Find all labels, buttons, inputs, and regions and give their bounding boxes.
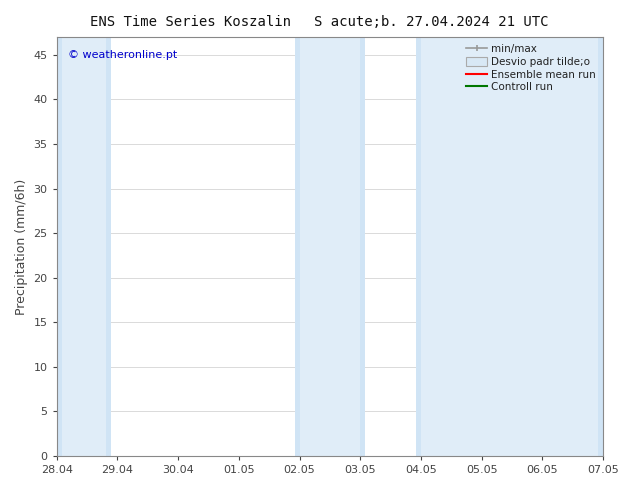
Bar xyxy=(61,37,107,456)
Bar xyxy=(421,37,598,456)
Bar xyxy=(295,37,365,456)
Bar xyxy=(416,37,603,456)
Text: © weatheronline.pt: © weatheronline.pt xyxy=(68,49,177,60)
Bar xyxy=(56,37,112,456)
Legend: min/max, Desvio padr tilde;o, Ensemble mean run, Controll run: min/max, Desvio padr tilde;o, Ensemble m… xyxy=(464,42,598,94)
Text: ENS Time Series Koszalin: ENS Time Series Koszalin xyxy=(89,15,291,29)
Text: S acute;b. 27.04.2024 21 UTC: S acute;b. 27.04.2024 21 UTC xyxy=(314,15,548,29)
Y-axis label: Precipitation (mm/6h): Precipitation (mm/6h) xyxy=(15,178,28,315)
Bar xyxy=(299,37,360,456)
